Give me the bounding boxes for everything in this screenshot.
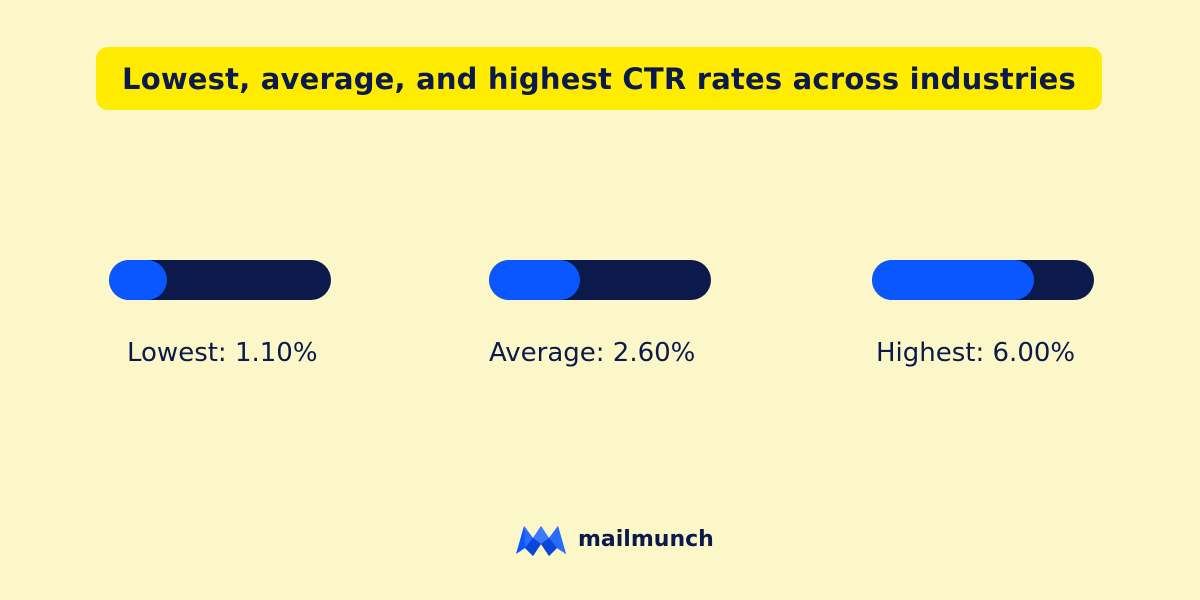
highest-ctr-fill (872, 260, 1035, 300)
average-ctr-track (489, 260, 711, 300)
brand: mailmunch (514, 520, 714, 558)
mailmunch-logo-icon (516, 526, 566, 556)
page-title: Lowest, average, and highest CTR rates a… (122, 61, 1076, 96)
highest-ctr-track (872, 260, 1094, 300)
lowest-metric: Lowest: 1.10% (109, 260, 349, 368)
title-banner: Lowest, average, and highest CTR rates a… (96, 47, 1102, 110)
brand-name: mailmunch (578, 526, 714, 552)
lowest-ctr-track (109, 260, 331, 300)
average-ctr-fill (489, 260, 581, 300)
average-ctr-label: Average: 2.60% (489, 338, 696, 368)
average-metric: Average: 2.60% (489, 260, 729, 368)
highest-ctr-label: Highest: 6.00% (876, 338, 1076, 368)
highest-metric: Highest: 6.00% (872, 260, 1112, 368)
lowest-ctr-fill (109, 260, 167, 300)
lowest-ctr-label: Lowest: 1.10% (127, 338, 318, 368)
